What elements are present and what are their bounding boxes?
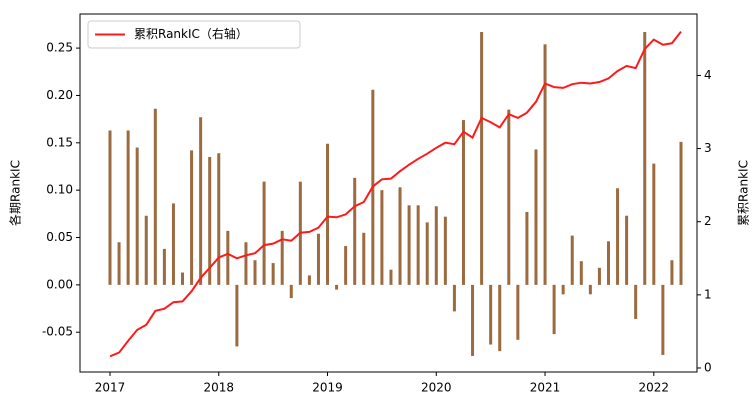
bar bbox=[679, 141, 683, 285]
bar bbox=[108, 130, 112, 285]
x-tick-label: 2019 bbox=[312, 381, 343, 395]
y2-tick-label: 4 bbox=[704, 68, 712, 82]
bar bbox=[126, 130, 130, 285]
bar bbox=[625, 215, 629, 285]
bar bbox=[516, 284, 520, 340]
bar bbox=[434, 206, 438, 285]
bar bbox=[525, 211, 529, 285]
x-tick-label: 2017 bbox=[95, 381, 126, 395]
bar bbox=[471, 284, 475, 356]
bar bbox=[461, 120, 465, 285]
bar bbox=[561, 284, 565, 295]
y-tick-label: 0.05 bbox=[46, 230, 73, 244]
bar bbox=[507, 109, 511, 285]
bar bbox=[162, 248, 166, 285]
bar bbox=[552, 284, 556, 335]
y-tick-label: 0.25 bbox=[46, 41, 73, 55]
bar bbox=[606, 241, 610, 285]
bar bbox=[452, 284, 456, 312]
bar bbox=[235, 284, 239, 347]
bar bbox=[362, 232, 366, 285]
bar bbox=[616, 188, 620, 285]
y-tick-label: 0.15 bbox=[46, 135, 73, 149]
bar bbox=[271, 263, 275, 285]
bar bbox=[244, 242, 248, 285]
y2-tick-label: 1 bbox=[704, 287, 712, 301]
bar bbox=[670, 260, 674, 285]
bar bbox=[498, 284, 502, 352]
bar bbox=[262, 181, 266, 285]
bar bbox=[280, 230, 284, 285]
bar bbox=[217, 153, 221, 285]
bar bbox=[534, 149, 538, 285]
x-tick-label: 2020 bbox=[421, 381, 452, 395]
bar bbox=[661, 284, 665, 355]
bar bbox=[579, 261, 583, 285]
bar bbox=[570, 235, 574, 285]
bar bbox=[353, 177, 357, 285]
bar bbox=[289, 284, 293, 299]
y2-tick-label: 0 bbox=[704, 360, 712, 374]
y2-tick-label: 3 bbox=[704, 141, 712, 155]
bar bbox=[643, 31, 647, 285]
bar bbox=[253, 260, 257, 285]
bar bbox=[171, 203, 175, 285]
bar bbox=[153, 108, 157, 285]
bar bbox=[135, 147, 139, 285]
bar bbox=[326, 143, 330, 285]
bar bbox=[398, 187, 402, 285]
bar bbox=[489, 284, 493, 345]
y-tick-label: 0.00 bbox=[46, 277, 73, 291]
bar bbox=[588, 284, 592, 295]
bar bbox=[316, 233, 320, 285]
y-tick-label: 0.10 bbox=[46, 183, 73, 197]
bar bbox=[407, 205, 411, 285]
legend-label: 累积RankIC（右轴） bbox=[134, 26, 248, 41]
bar bbox=[389, 269, 393, 285]
bar bbox=[226, 230, 230, 285]
y2-tick-label: 2 bbox=[704, 214, 712, 228]
bar bbox=[307, 275, 311, 285]
bar bbox=[190, 150, 194, 285]
y2-axis-label: 累积RankIC bbox=[737, 160, 751, 226]
bar bbox=[480, 31, 484, 285]
bar bbox=[597, 267, 601, 285]
y-tick-label: 0.20 bbox=[46, 88, 73, 102]
bar bbox=[634, 284, 638, 319]
bar bbox=[652, 163, 656, 285]
bar bbox=[208, 157, 212, 285]
bar bbox=[543, 44, 547, 285]
y-axis-label: 各期RankIC bbox=[8, 160, 23, 226]
bar bbox=[416, 205, 420, 285]
bar bbox=[443, 216, 447, 285]
x-tick-label: 2018 bbox=[203, 381, 234, 395]
bar bbox=[425, 222, 429, 285]
bar bbox=[199, 117, 203, 285]
line bbox=[109, 30, 682, 358]
legend-box bbox=[87, 20, 301, 49]
y-tick-label: -0.05 bbox=[42, 325, 73, 339]
bar bbox=[380, 190, 384, 285]
bar bbox=[335, 284, 339, 290]
bar bbox=[117, 242, 121, 285]
x-tick-label: 2022 bbox=[639, 381, 670, 395]
plot-frame bbox=[79, 13, 698, 373]
bar bbox=[144, 215, 148, 285]
bar bbox=[344, 246, 348, 285]
x-tick-label: 2021 bbox=[530, 381, 561, 395]
bar bbox=[181, 272, 185, 285]
